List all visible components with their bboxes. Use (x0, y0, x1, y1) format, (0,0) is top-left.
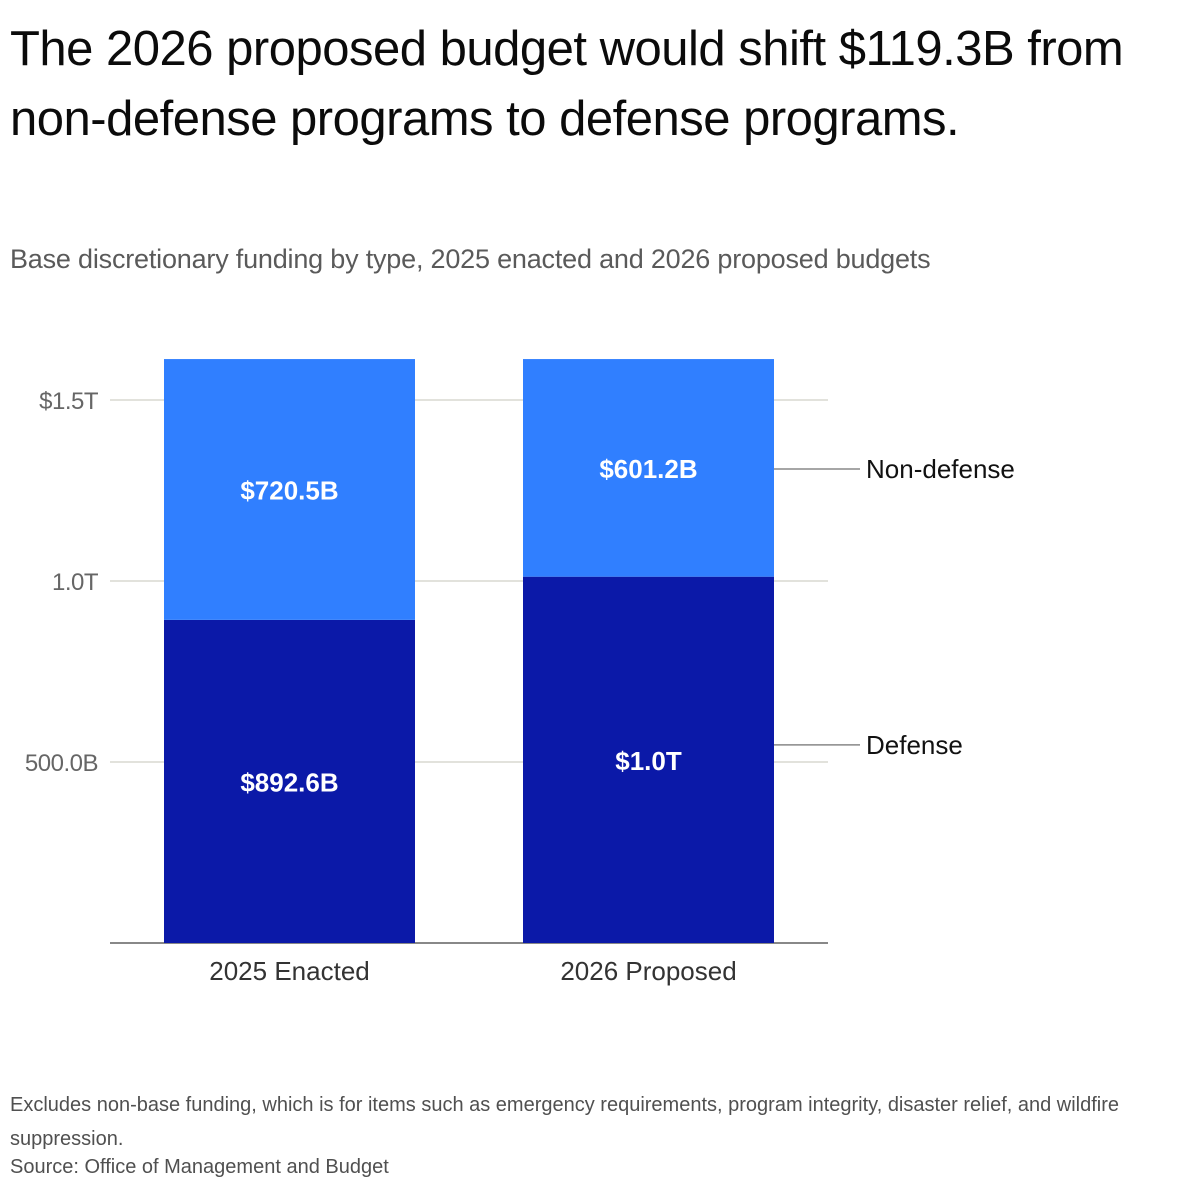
y-tick-label: 1.0T (52, 569, 99, 596)
x-tick-label: 2025 Enacted (209, 956, 369, 986)
bar-segment-non-defense (164, 359, 415, 620)
bar-segment-defense (164, 619, 415, 943)
data-label: $892.6B (240, 767, 338, 797)
legend-label-defense: Defense (866, 730, 963, 760)
legend-label-non-defense: Non-defense (866, 454, 1015, 484)
y-tick-label: $1.5T (39, 388, 99, 415)
data-label: $720.5B (240, 475, 338, 505)
stacked-bar-chart: 500.0B 1.0T $1.5T $892.6B $720.5B 2025 Enacte… (25, 359, 1015, 986)
data-label: $1.0T (615, 746, 682, 776)
bar-segment-defense (523, 576, 774, 943)
data-label: $601.2B (599, 454, 697, 484)
y-tick-label: 500.0B (25, 750, 98, 777)
chart-subtitle: Base discretionary funding by type, 2025… (10, 244, 931, 274)
x-tick-label: 2026 Proposed (560, 956, 736, 986)
chart-note: Excludes non-base funding, which is for … (10, 1094, 1120, 1150)
bar-segment-non-defense (523, 359, 774, 577)
chart-source: Source: Office of Management and Budget (10, 1156, 389, 1178)
chart-title: The 2026 proposed budget would shift $11… (10, 22, 1124, 146)
